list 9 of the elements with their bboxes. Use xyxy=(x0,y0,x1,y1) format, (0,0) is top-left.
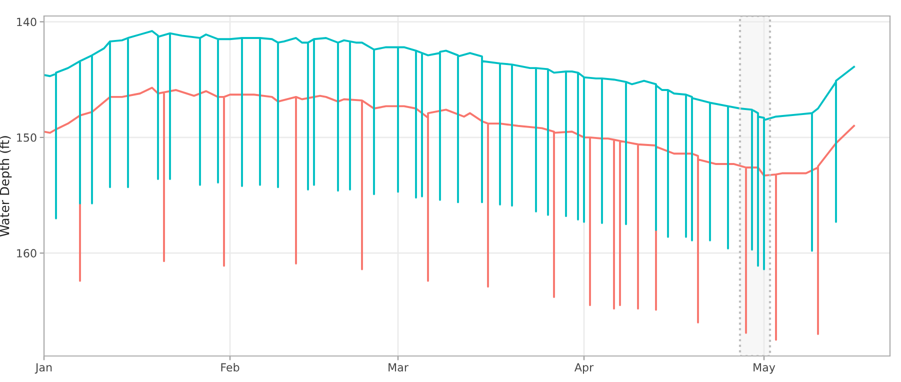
y-tick-label: 150 xyxy=(17,133,36,142)
x-tick-label: May xyxy=(754,363,776,374)
x-tick-label: Mar xyxy=(388,363,408,372)
x-tick-label: Feb xyxy=(221,362,240,372)
y-axis-title: Water Depth (ft) xyxy=(0,136,12,236)
y-tick-label: 140 xyxy=(17,18,36,26)
x-tick-label: Apr xyxy=(574,363,594,374)
x-tick-label: Jan xyxy=(34,363,52,374)
y-tick-label: 160 xyxy=(17,249,36,258)
